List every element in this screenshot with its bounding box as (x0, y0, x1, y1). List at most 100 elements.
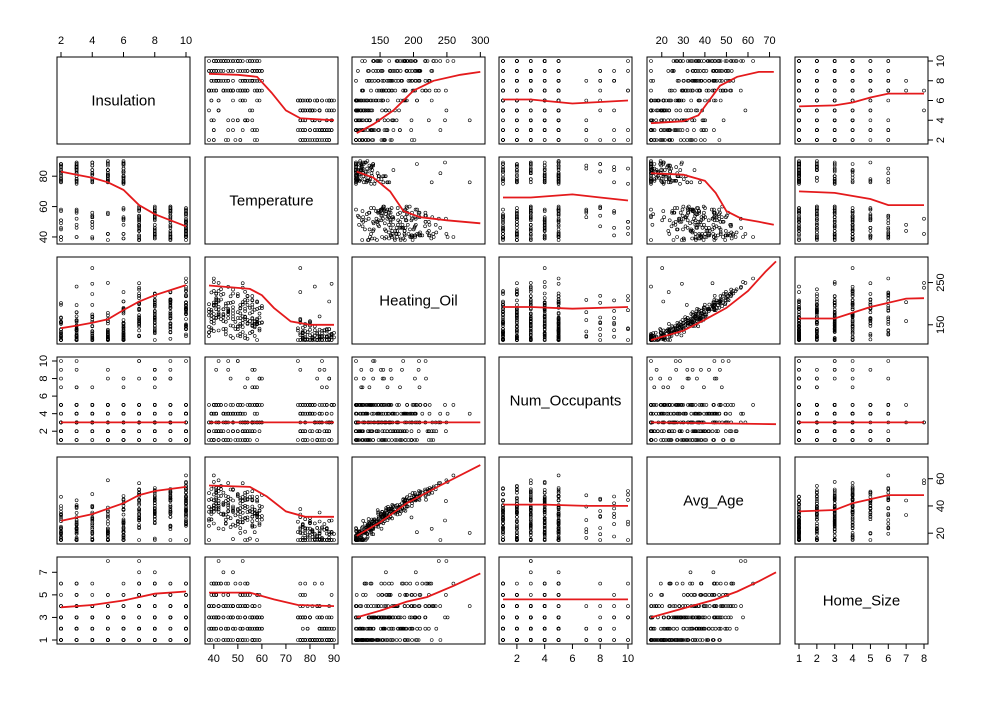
data-point (238, 88, 243, 93)
data-point (303, 108, 308, 113)
data-point (402, 59, 407, 63)
data-point (429, 98, 434, 103)
data-point (214, 59, 218, 63)
data-point (212, 79, 216, 83)
data-point (324, 128, 329, 132)
data-point (310, 108, 315, 113)
data-point (303, 128, 308, 132)
data-point (327, 138, 332, 142)
data-point (368, 98, 373, 103)
data-point (324, 138, 329, 142)
data-point (420, 88, 425, 93)
smoother-line (208, 72, 335, 122)
data-point (252, 88, 257, 93)
data-point (255, 59, 259, 63)
data-point (308, 108, 312, 113)
data-point (379, 138, 384, 142)
data-point (365, 98, 370, 103)
data-point (322, 128, 327, 132)
data-point (409, 128, 414, 132)
data-point (386, 118, 390, 123)
data-point (216, 69, 221, 73)
data-point (528, 138, 533, 142)
data-point (367, 108, 372, 113)
data-point (238, 69, 243, 73)
data-point (212, 88, 216, 93)
data-point (257, 98, 262, 103)
data-point (260, 88, 264, 93)
data-point (255, 69, 259, 73)
data-point (332, 108, 336, 113)
data-point (385, 79, 390, 83)
data-point (385, 98, 390, 103)
data-point (407, 69, 412, 73)
data-point (387, 59, 392, 63)
data-point (409, 59, 414, 63)
data-point (359, 118, 364, 123)
data-point (248, 79, 252, 83)
scatter-panel (794, 256, 929, 345)
data-point (315, 98, 320, 103)
data-point (209, 79, 214, 83)
data-point (382, 118, 387, 123)
data-point (377, 128, 381, 132)
data-point (361, 98, 366, 103)
data-point (361, 88, 365, 93)
data-point (300, 108, 305, 113)
data-point (324, 98, 329, 103)
data-point (221, 59, 226, 63)
data-point (409, 118, 414, 123)
data-point (382, 138, 386, 142)
data-point (317, 108, 322, 113)
data-point (417, 79, 422, 83)
data-point (391, 69, 395, 73)
data-point (252, 128, 257, 132)
data-point (236, 118, 240, 123)
data-point (371, 138, 376, 142)
data-point (296, 128, 300, 132)
data-point (240, 98, 245, 103)
data-point (305, 108, 310, 113)
data-point (231, 59, 235, 63)
data-point (384, 128, 389, 132)
data-point (308, 98, 312, 103)
data-point (357, 98, 361, 103)
data-point (354, 138, 358, 142)
data-point (243, 69, 247, 73)
data-point (303, 138, 308, 142)
variable-label: Insulation (91, 93, 155, 110)
data-point (243, 79, 247, 83)
data-point (372, 128, 377, 132)
data-point (238, 98, 243, 103)
data-point (252, 59, 257, 63)
data-point (219, 79, 223, 83)
data-point (363, 108, 368, 113)
data-point (394, 59, 399, 63)
data-point (240, 79, 245, 83)
data-point (356, 69, 360, 73)
data-point (233, 138, 238, 142)
data-point (216, 59, 221, 63)
data-point (231, 98, 235, 103)
data-point (320, 98, 324, 103)
data-point (402, 88, 407, 93)
data-point (355, 118, 360, 123)
data-point (315, 138, 320, 142)
data-point (231, 69, 235, 73)
data-point (365, 128, 370, 132)
data-point (212, 128, 216, 132)
data-point (300, 138, 305, 142)
data-point (612, 138, 616, 142)
data-point (438, 128, 443, 132)
data-point (250, 108, 255, 113)
data-point (245, 69, 250, 73)
data-point (207, 59, 211, 63)
data-point (260, 69, 264, 73)
data-point (308, 128, 312, 132)
data-point (427, 88, 432, 93)
data-point (408, 79, 413, 83)
data-point (434, 59, 439, 63)
data-point (467, 118, 472, 123)
data-point (233, 59, 238, 63)
data-point (379, 69, 383, 73)
